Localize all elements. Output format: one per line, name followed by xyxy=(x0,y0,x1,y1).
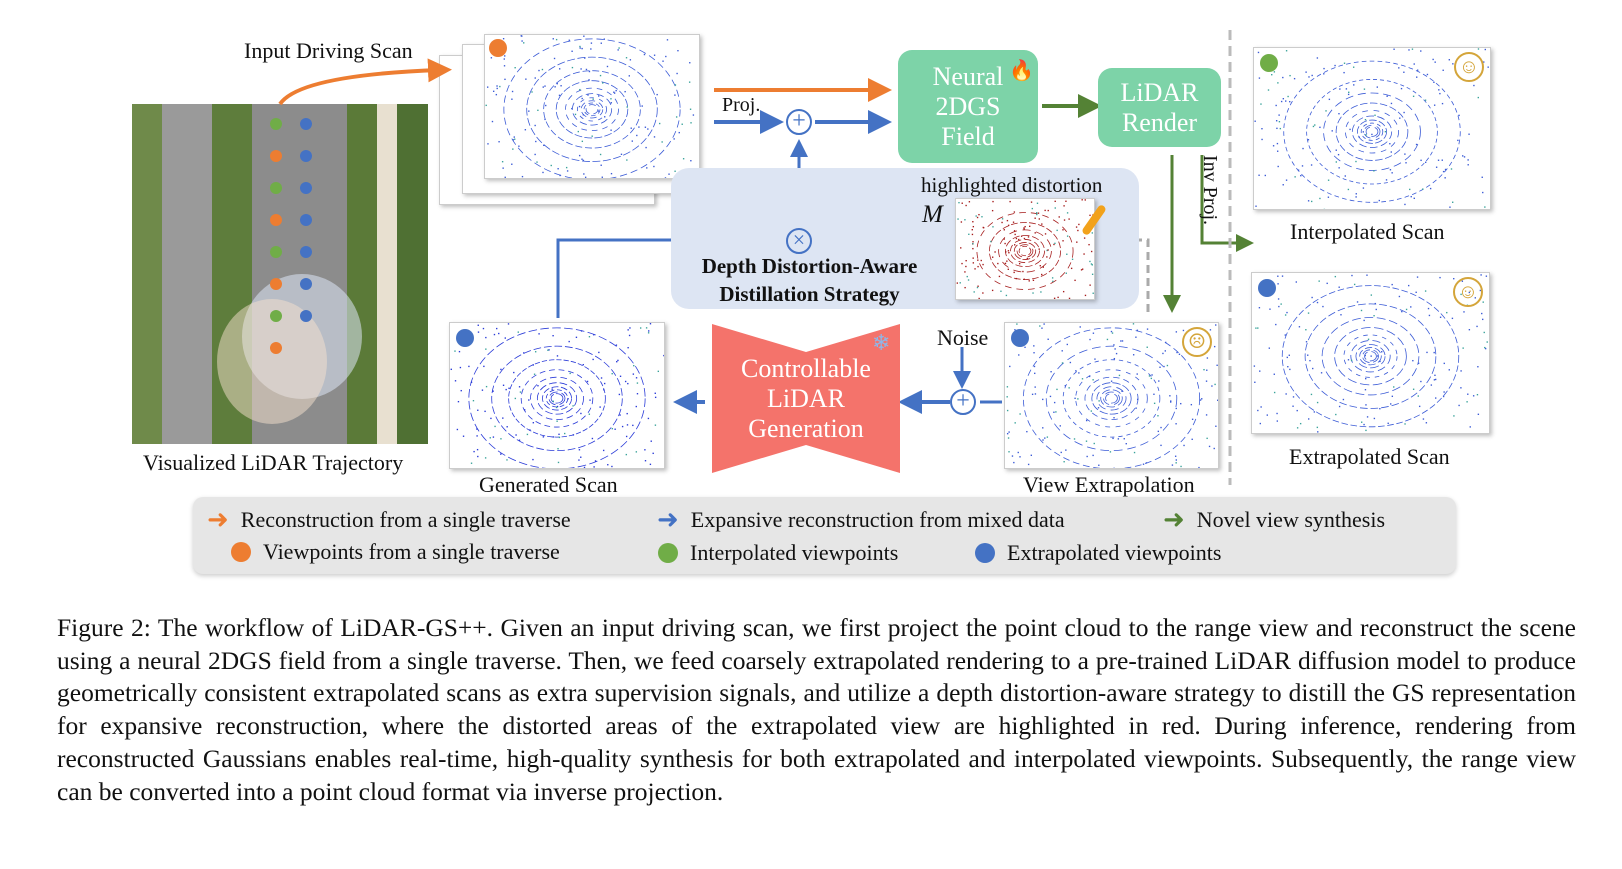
blue-arrow-icon: ➜ xyxy=(657,505,679,534)
blue-dot-icon xyxy=(975,543,995,563)
trajectory-image xyxy=(132,104,428,444)
field-label: Field xyxy=(941,121,995,151)
trajectory-viewpoint-icon xyxy=(300,118,312,130)
extrapolated-scan-label: Extrapolated Scan xyxy=(1289,444,1450,469)
interpolated-scan: ☺ xyxy=(1253,47,1491,210)
orange-viewpoint-icon xyxy=(489,39,507,57)
controllable-line: Controllable xyxy=(741,353,871,383)
distillation-label: Depth Distortion-Aware Distillation Stra… xyxy=(672,252,947,308)
legend-item-blue-dot: Extrapolated viewpoints xyxy=(975,540,1221,566)
highlighted-distortion-label: highlighted distortion xyxy=(921,173,1103,197)
view-extrapolation-scan: ☹ xyxy=(1004,322,1219,469)
view-extrapolation-label: View Extrapolation xyxy=(1023,472,1195,497)
oplus-icon: + xyxy=(786,109,812,135)
lidar-label: LiDAR xyxy=(1120,77,1199,107)
legend-label: Viewpoints from a single traverse xyxy=(263,539,560,564)
trajectory-viewpoint-icon xyxy=(270,342,282,354)
input-scan xyxy=(484,34,700,179)
legend-item-orange-dot: Viewpoints from a single traverse xyxy=(231,539,560,565)
legend: ➜ Reconstruction from a single traverse ➜… xyxy=(193,497,1456,574)
input-driving-scan-label: Input Driving Scan xyxy=(244,38,413,63)
mask-symbol: M xyxy=(922,201,943,228)
legend-item-green-dot: Interpolated viewpoints xyxy=(658,540,898,566)
blue-viewpoint-icon xyxy=(1258,279,1276,297)
legend-label: Reconstruction from a single traverse xyxy=(240,507,571,532)
oplus-icon: + xyxy=(950,389,976,415)
distillation-line1: Depth Distortion-Aware xyxy=(701,254,918,278)
blue-viewpoint-icon xyxy=(1011,329,1029,347)
proj-label: Proj. xyxy=(722,94,761,116)
trajectory-viewpoint-icon xyxy=(300,278,312,290)
figure-caption: Figure 2: The workflow of LiDAR-GS++. Gi… xyxy=(57,613,1576,806)
trajectory-viewpoint-icon xyxy=(300,246,312,258)
smiley-icon: ☺ xyxy=(1453,277,1483,307)
frown-icon: ☹ xyxy=(1182,327,1212,357)
generated-scan-label: Generated Scan xyxy=(479,472,618,497)
generation-line: Generation xyxy=(748,413,864,443)
lidar-line: LiDAR xyxy=(767,383,845,413)
legend-label: Interpolated viewpoints xyxy=(690,540,899,565)
trajectory-viewpoint-icon xyxy=(270,278,282,290)
interpolated-scan-label: Interpolated Scan xyxy=(1290,219,1445,244)
snowflake-icon: ❄ xyxy=(872,330,891,355)
distillation-line2: Distillation Strategy xyxy=(719,282,900,306)
blue-viewpoint-icon xyxy=(456,329,474,347)
noise-label: Noise xyxy=(937,325,989,350)
visualized-trajectory-label: Visualized LiDAR Trajectory xyxy=(143,450,404,475)
legend-label: Extrapolated viewpoints xyxy=(1007,540,1222,565)
inv-proj-label: Inv Proj. xyxy=(1199,155,1221,225)
trajectory-viewpoint-icon xyxy=(270,118,282,130)
smiley-icon: ☺ xyxy=(1454,52,1484,82)
neural-label: Neural xyxy=(932,61,1004,91)
extrapolated-scan: ☺ xyxy=(1251,272,1490,434)
trajectory-viewpoint-icon xyxy=(300,310,312,322)
generated-scan xyxy=(449,322,665,469)
controllable-generation-label: Controllable LiDAR Generation xyxy=(712,324,900,473)
legend-label: Novel view synthesis xyxy=(1196,507,1385,532)
green-arrow-icon: ➜ xyxy=(1163,505,1185,534)
legend-item-orange-arrow: ➜ Reconstruction from a single traverse xyxy=(207,505,571,535)
render-label: Render xyxy=(1121,107,1198,137)
legend-label: Expansive reconstruction from mixed data xyxy=(690,507,1065,532)
2dgs-label: 2DGS xyxy=(935,91,1001,121)
trajectory-viewpoint-icon xyxy=(270,246,282,258)
fire-icon: 🔥 xyxy=(1009,60,1034,82)
trajectory-viewpoint-icon xyxy=(270,150,282,162)
green-dot-icon xyxy=(658,543,678,563)
legend-item-green-arrow: ➜ Novel view synthesis xyxy=(1163,505,1385,535)
orange-dot-icon xyxy=(231,542,251,562)
otimes-icon: × xyxy=(786,228,812,254)
trajectory-viewpoint-icon xyxy=(270,214,282,226)
trajectory-viewpoint-icon xyxy=(300,182,312,194)
trajectory-viewpoint-icon xyxy=(300,214,312,226)
orange-arrow-icon: ➜ xyxy=(207,505,229,534)
trajectory-viewpoint-icon xyxy=(270,310,282,322)
neural-2dgs-field-box: Neural 2DGS Field 🔥 xyxy=(898,50,1038,163)
generation-bowtie xyxy=(712,324,900,473)
distortion-map xyxy=(955,198,1108,300)
lidar-render-box: LiDAR Render xyxy=(1098,68,1221,147)
trajectory-viewpoint-icon xyxy=(300,150,312,162)
legend-item-blue-arrow: ➜ Expansive reconstruction from mixed dat… xyxy=(657,505,1065,535)
orange-arrow-input xyxy=(278,58,452,106)
trajectory-viewpoint-icon xyxy=(270,182,282,194)
green-viewpoint-icon xyxy=(1260,54,1278,72)
